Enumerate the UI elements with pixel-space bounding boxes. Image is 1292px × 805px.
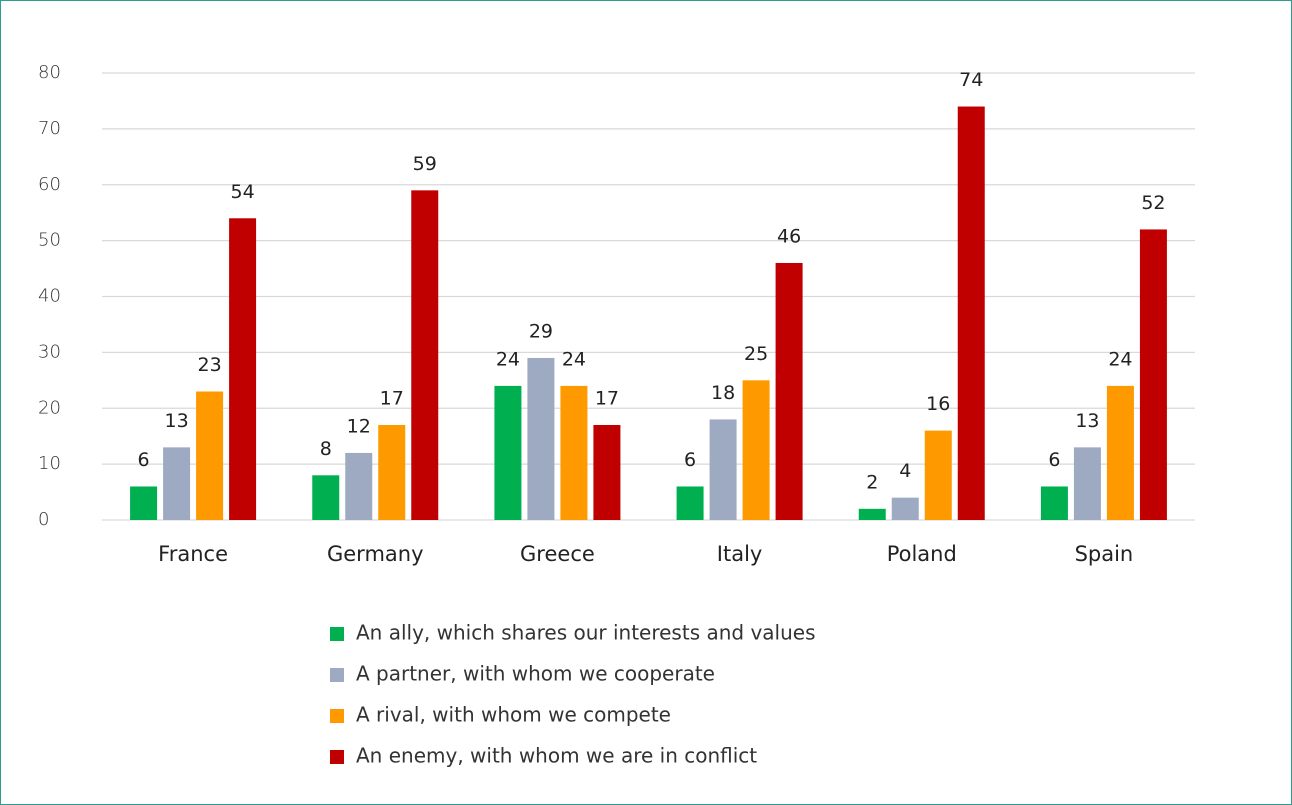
bar	[676, 486, 704, 520]
bar	[1139, 229, 1167, 520]
bar	[378, 425, 406, 520]
data-label: 2	[866, 471, 878, 493]
data-label: 24	[496, 348, 520, 370]
data-label: 46	[777, 225, 801, 247]
y-tick-label: 20	[38, 397, 61, 418]
data-label: 24	[1108, 348, 1132, 370]
x-tick-label: Germany	[327, 542, 424, 566]
data-label: 6	[1048, 449, 1060, 471]
data-label: 13	[1075, 410, 1099, 432]
x-tick-label: Spain	[1075, 542, 1134, 566]
bar	[411, 190, 439, 520]
data-label: 24	[562, 348, 586, 370]
bar	[709, 419, 737, 520]
bar	[229, 218, 257, 520]
bar	[858, 508, 886, 520]
legend-swatch	[330, 750, 344, 764]
data-label: 29	[529, 320, 553, 342]
data-label: 25	[744, 343, 768, 365]
data-label: 12	[347, 415, 371, 437]
bar	[593, 425, 621, 520]
bar	[924, 430, 952, 520]
bar	[1040, 486, 1068, 520]
data-label: 23	[197, 354, 221, 376]
bar	[196, 391, 224, 520]
y-tick-label: 40	[38, 286, 61, 307]
data-label: 6	[138, 449, 150, 471]
legend-swatch	[330, 627, 344, 641]
y-tick-label: 30	[38, 341, 61, 362]
bar	[163, 447, 191, 520]
legend-label: A rival, with whom we compete	[356, 703, 671, 727]
bar	[527, 357, 555, 520]
bar	[957, 106, 985, 521]
data-label: 52	[1141, 192, 1165, 214]
bar	[130, 486, 158, 520]
data-label: 4	[899, 460, 911, 482]
data-label: 8	[320, 438, 332, 460]
bar	[312, 475, 340, 520]
y-tick-label: 80	[38, 62, 61, 83]
legend-swatch	[330, 709, 344, 723]
data-label: 54	[230, 181, 254, 203]
x-tick-label: Poland	[887, 542, 957, 566]
legend-swatch	[330, 668, 344, 682]
bar	[1106, 385, 1134, 520]
bar	[494, 385, 522, 520]
data-label: 59	[413, 153, 437, 175]
bar	[742, 380, 770, 520]
bar	[1073, 447, 1101, 520]
bar	[775, 262, 803, 520]
bar	[345, 452, 373, 520]
bar	[560, 385, 588, 520]
data-label: 13	[164, 410, 188, 432]
bar	[891, 497, 919, 520]
y-tick-label: 60	[38, 174, 61, 195]
legend-label: An ally, which shares our interests and …	[356, 621, 816, 645]
legend-label: A partner, with whom we cooperate	[356, 662, 715, 686]
legend-label: An enemy, with whom we are in conflict	[356, 744, 757, 768]
data-label: 16	[926, 393, 950, 415]
data-label: 17	[595, 388, 619, 410]
y-tick-label: 0	[38, 509, 49, 530]
x-tick-label: France	[158, 542, 228, 566]
y-tick-label: 50	[38, 230, 61, 251]
y-tick-label: 70	[38, 118, 61, 139]
y-tick-label: 10	[38, 453, 61, 474]
x-tick-label: Italy	[717, 542, 763, 566]
data-label: 6	[684, 449, 696, 471]
data-label: 17	[380, 388, 404, 410]
data-label: 74	[959, 69, 983, 91]
x-tick-label: Greece	[520, 542, 595, 566]
data-label: 18	[711, 382, 735, 404]
